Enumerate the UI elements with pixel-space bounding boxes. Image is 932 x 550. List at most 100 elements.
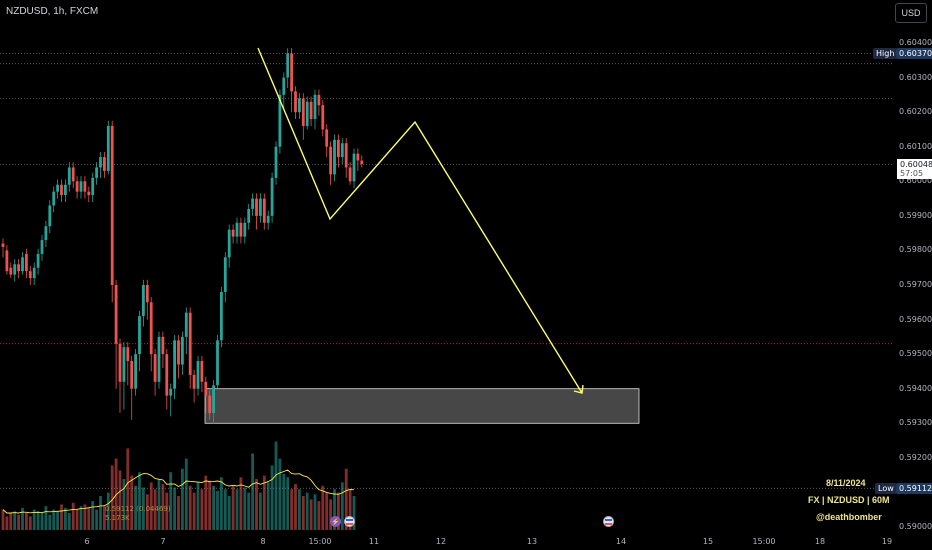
volume-bar [321,485,325,530]
volume-bar [301,496,305,530]
volume-bar [216,490,219,530]
high-label: High [873,48,898,59]
earnings-event-icon[interactable]: ⚡ [330,516,341,527]
volume-bar [286,477,290,530]
candle-body [239,222,243,237]
time-tick: 13 [526,537,538,546]
candle-body [235,222,239,237]
candle-body [110,125,114,285]
candle-body [75,181,79,192]
symbol-label[interactable]: NZDUSD, 1h, FXCM [6,6,99,17]
candle-body [200,361,204,382]
candle-body [192,374,196,389]
candle-body [114,285,118,344]
candle-body [17,264,20,272]
candle-body [32,267,36,279]
volume-bar [340,482,344,530]
volume-bar [243,487,247,530]
candle-body [79,181,83,192]
volume-bar [325,492,329,530]
candle-body [142,285,145,317]
volume-bar [352,496,356,530]
volume-bar [36,511,40,530]
volume-bar [145,494,149,530]
candle-body [356,153,360,161]
time-tick: 15:00 [752,537,776,546]
time-tick: 6 [84,537,90,546]
current-price-value: 0.60048 [900,160,932,169]
time-tick: 11 [368,537,380,546]
volume-bar [348,489,352,530]
currency-button[interactable]: USD [895,3,927,23]
volume-bar [173,487,176,530]
volume-bar [251,453,254,530]
us-flag-event-icon-2[interactable] [603,516,614,527]
candle-body [216,340,219,386]
candle-body [340,143,344,158]
candle-body [274,146,278,178]
volume-bar [235,489,239,530]
candle-body [95,167,98,178]
volume-bar [60,504,63,530]
high-value: 0.60370 [896,48,932,59]
volume-bar [227,496,231,530]
volume-bar [247,492,251,530]
volume-bar [278,458,282,530]
candle-body [208,395,212,413]
us-flag-event-icon[interactable] [344,516,355,527]
candle-body [251,198,254,209]
candle-body [348,167,352,182]
candle-body [278,94,282,147]
candle-body [25,253,28,272]
volume-bar [126,448,130,530]
projection-path [257,47,583,394]
candle-body [223,257,227,292]
candle-body [196,361,200,389]
candle-body [87,191,91,196]
volume-bar [266,482,270,530]
price-tick: 0.60000 [899,176,932,186]
candle-body [122,347,126,382]
time-tick: 19 [881,537,893,546]
volume-bar [142,487,145,530]
candle-body [243,222,247,237]
volume-bar [169,472,173,530]
time-tick: 15 [702,537,714,546]
volume-bar [188,485,192,530]
time-tick: 7 [160,537,166,546]
volume-bar [184,458,188,530]
volume-bar [40,513,44,530]
volume-bar [333,489,336,530]
volume-bar [239,477,243,530]
volume-bar [329,499,332,530]
candle-body [13,264,17,275]
candle-body [181,336,184,365]
volume-bar [32,509,36,530]
volume-bar [48,514,52,530]
candle-body [36,253,40,268]
volume-bar [134,485,137,530]
volume-bar [282,473,286,530]
price-tick: 0.59000 [899,522,932,531]
volume-readout: 0.59112 (0.04469) 5.173K [105,505,171,523]
candle-body [21,257,24,272]
volume-bar [138,472,141,530]
price-tick: 0.60100 [899,141,932,151]
candle-body [204,381,208,396]
candle-body [126,347,130,362]
candle-body [165,354,169,396]
volume-bar [305,492,309,530]
volume-bar [17,514,20,530]
candle-body [212,385,215,413]
volume-bar [212,485,215,530]
watermark-date: 8/11/2024 [826,478,866,488]
volume-bar [270,465,274,530]
volume-bar [153,489,157,530]
candle-body [9,267,13,275]
candle-body [184,312,188,337]
candle-body [67,167,71,185]
candle-body [290,53,293,92]
candle-body [294,91,297,113]
candle-body [56,184,59,192]
